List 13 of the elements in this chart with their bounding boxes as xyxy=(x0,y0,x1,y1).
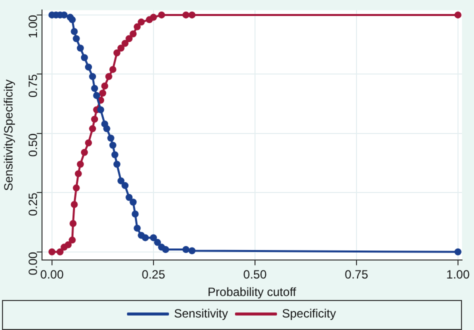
y-tick-label: 0.75 xyxy=(26,74,40,98)
y-axis-title: Sensitivity/Specificity xyxy=(2,80,16,191)
x-axis-title: Probability cutoff xyxy=(208,285,297,300)
x-tick-label: 0.25 xyxy=(142,268,166,282)
legend-label: Sensitivity xyxy=(174,306,228,320)
x-tick-label: 0.50 xyxy=(243,268,267,282)
x-tick-label: 1.00 xyxy=(446,268,470,282)
y-tick-label: 1.00 xyxy=(26,14,40,38)
y-tick-label: 0.50 xyxy=(26,133,40,157)
y-tick-label: 0.25 xyxy=(26,192,40,216)
x-tick-label: 0.00 xyxy=(40,268,64,282)
x-tick-label: 0.75 xyxy=(344,268,368,282)
legend-label: Specificity xyxy=(282,306,336,320)
